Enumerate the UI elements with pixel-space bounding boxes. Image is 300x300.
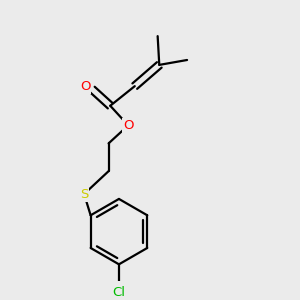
Text: Cl: Cl [112,286,125,299]
Text: O: O [123,119,134,132]
Text: O: O [80,80,90,93]
Text: S: S [80,188,88,200]
